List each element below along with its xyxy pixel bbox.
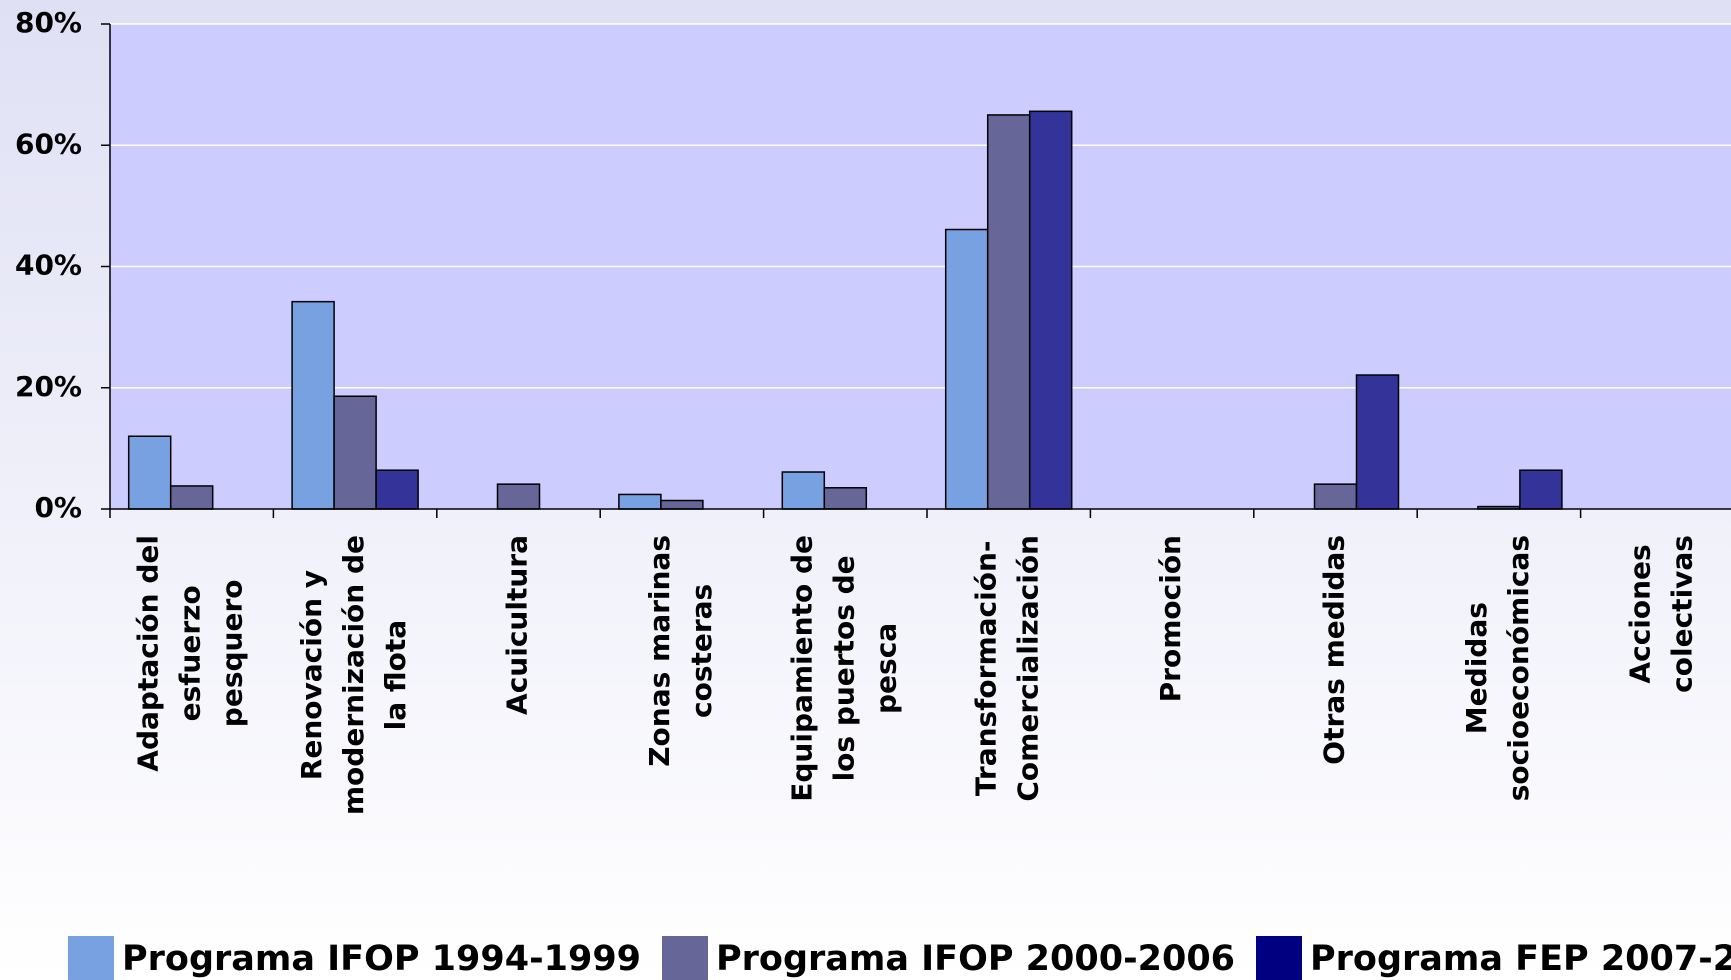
bar [823,487,868,510]
bar [375,469,419,510]
x-tick-label: la flota [379,620,412,731]
legend-label: Programa IFOP 1994-1999 [122,939,641,979]
x-tick-label: pesquero [216,579,249,727]
y-tick-label: 60% [15,127,82,160]
bar [1355,374,1400,510]
bar [660,499,704,510]
bar [333,395,377,510]
bar [291,300,335,510]
legend-label: Programa FEP 2007-200 [1310,939,1731,979]
bar [1028,110,1073,510]
x-tick-label: socioeconómicas [1502,535,1535,801]
bar [944,228,989,510]
x-tick-label: Promoción [1154,535,1187,702]
y-tick-label: 40% [15,249,82,282]
bar [986,114,1031,510]
y-tick-label: 20% [15,370,82,403]
x-tick-label: esfuerzo [174,585,207,721]
x-tick-label: Transformación- [970,540,1003,796]
bar [169,485,214,510]
x-tick-label: Comercialización [1012,535,1045,802]
x-tick-label: Zonas marinas [643,535,676,767]
x-tick-label: los puertos de [827,555,860,781]
legend-swatch [68,936,114,980]
x-tick-label: colectivas [1665,535,1698,693]
bar [496,483,541,510]
bar [1313,483,1358,510]
x-tick-label: Medidas [1460,602,1493,734]
legend-label: Programa IFOP 2000-2006 [716,939,1235,979]
bar [781,471,826,510]
legend-swatch [662,936,708,980]
x-tick-label: Renovación y [295,570,328,780]
x-tick-label: Otras medidas [1318,535,1351,765]
bar [618,493,662,510]
x-tick-label: Equipamiento de [785,535,818,802]
x-tick-label: Acciones [1623,544,1656,683]
x-tick-label: costeras [685,584,718,718]
y-tick-label: 0% [34,491,82,524]
bar [127,435,172,510]
x-tick-label: modernización de [337,535,370,815]
x-tick-label: Acuicultura [501,535,534,715]
bar [1519,469,1563,510]
x-tick-label: pesca [869,623,902,714]
x-tick-label: Adaptación del [132,535,165,772]
y-tick-label: 80% [15,6,82,39]
legend-swatch [1256,936,1302,980]
